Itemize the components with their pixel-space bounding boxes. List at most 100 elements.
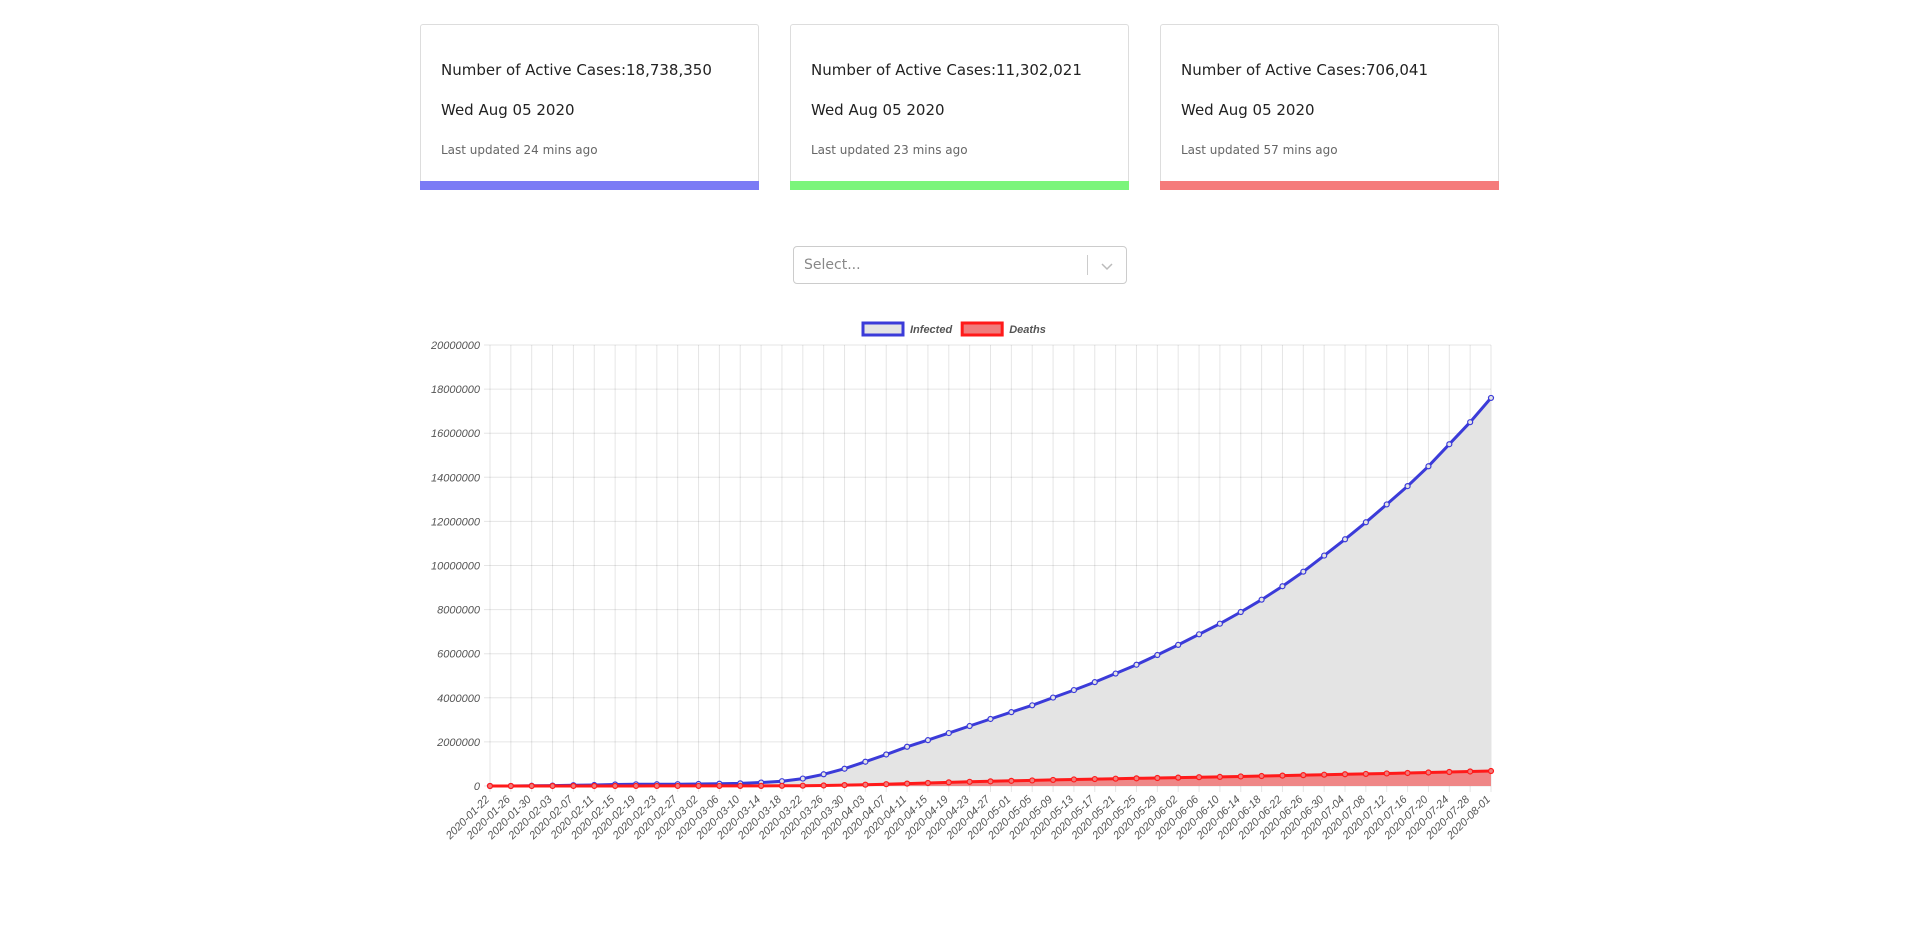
- point: [674, 782, 681, 790]
- point: [1425, 769, 1432, 776]
- point: [528, 782, 535, 790]
- point: [820, 782, 827, 789]
- point: [1216, 620, 1223, 627]
- card-text: Number of Active Cases:18,738,350: [441, 61, 712, 79]
- y-tick-label: 10000000: [431, 561, 481, 573]
- point: [1133, 775, 1140, 782]
- point: [883, 751, 890, 758]
- point: [903, 743, 911, 750]
- point: [841, 765, 848, 772]
- legend-label: Infected: [910, 324, 952, 336]
- legend-swatch: [960, 321, 1004, 337]
- card-date: Wed Aug 05 2020: [1181, 101, 1315, 119]
- point: [799, 775, 806, 782]
- card-date: Wed Aug 05 2020: [441, 101, 575, 119]
- point: [862, 781, 869, 788]
- point: [612, 782, 619, 790]
- point: [883, 781, 890, 788]
- legend-label: Deaths: [1009, 324, 1046, 336]
- point: [695, 782, 702, 790]
- y-tick-label: 12000000: [431, 516, 481, 528]
- point: [1049, 776, 1057, 784]
- y-tick-label: 16000000: [431, 428, 481, 440]
- chevron: [1101, 263, 1113, 271]
- card-bar: [420, 181, 759, 190]
- point: [1467, 419, 1474, 426]
- point: [1091, 679, 1098, 686]
- point: [987, 778, 994, 785]
- point: [862, 758, 869, 765]
- point: [1300, 772, 1307, 779]
- point: [1112, 670, 1119, 677]
- card-text: Number of Active Cases:706,041: [1181, 61, 1429, 79]
- point: [1321, 771, 1328, 778]
- point: [1154, 774, 1161, 782]
- point: [1237, 773, 1244, 780]
- card-text: Number of Active Cases:11,302,021: [811, 61, 1082, 79]
- point: [1321, 552, 1328, 559]
- point: [716, 782, 723, 790]
- point: [507, 782, 514, 790]
- point: [945, 779, 952, 786]
- point: [841, 782, 848, 789]
- card: Number of Active Cases:11,302,021 Wed Aug…: [790, 24, 1129, 190]
- point: [486, 782, 494, 790]
- point: [1154, 651, 1161, 659]
- point: [1070, 686, 1078, 694]
- y-tick-label: 20000000: [430, 340, 481, 352]
- card: Number of Active Cases:18,738,350 Wed Aug…: [420, 24, 759, 190]
- point: [1404, 483, 1411, 490]
- point: [1487, 767, 1495, 775]
- point: [945, 729, 952, 737]
- point: [966, 722, 973, 730]
- point: [1446, 441, 1453, 448]
- series-area: [490, 771, 1491, 786]
- point: [1300, 568, 1307, 575]
- legend-swatch: [861, 321, 905, 337]
- point: [570, 782, 577, 790]
- point: [1216, 773, 1223, 780]
- point: [1362, 770, 1369, 778]
- point: [549, 782, 556, 790]
- separator: [1087, 255, 1088, 275]
- point: [632, 782, 640, 790]
- point: [1029, 702, 1036, 709]
- point: [1091, 775, 1098, 783]
- card-bar: [790, 181, 1129, 190]
- point: [987, 715, 994, 723]
- point: [737, 782, 744, 790]
- point: [1404, 769, 1411, 777]
- point: [1112, 775, 1119, 782]
- point: [1279, 583, 1286, 590]
- point: [1446, 768, 1453, 776]
- point: [1258, 772, 1265, 780]
- point: [924, 779, 932, 787]
- point: [653, 782, 660, 790]
- point: [758, 782, 765, 789]
- point: [1008, 777, 1015, 784]
- point: [1195, 774, 1203, 781]
- series-area: [490, 397, 1491, 786]
- point: [820, 771, 827, 778]
- point: [1487, 394, 1495, 402]
- point: [924, 737, 932, 744]
- point: [1341, 536, 1349, 543]
- point: [903, 780, 911, 787]
- select[interactable]: Select...: [793, 246, 1127, 284]
- y-tick-label: 6000000: [437, 649, 481, 661]
- point: [1008, 709, 1015, 716]
- point: [1070, 776, 1078, 783]
- y-tick-label: 2000000: [436, 737, 481, 749]
- point: [1049, 694, 1057, 701]
- point: [1341, 771, 1349, 778]
- select-placeholder: Select...: [804, 257, 861, 273]
- card-updated: Last updated 23 mins ago: [811, 143, 968, 157]
- card-bar: [1160, 181, 1499, 190]
- point: [1279, 772, 1286, 779]
- y-tick-label: 8000000: [437, 605, 481, 617]
- point: [799, 782, 806, 789]
- point: [1195, 631, 1203, 638]
- point: [1237, 608, 1244, 616]
